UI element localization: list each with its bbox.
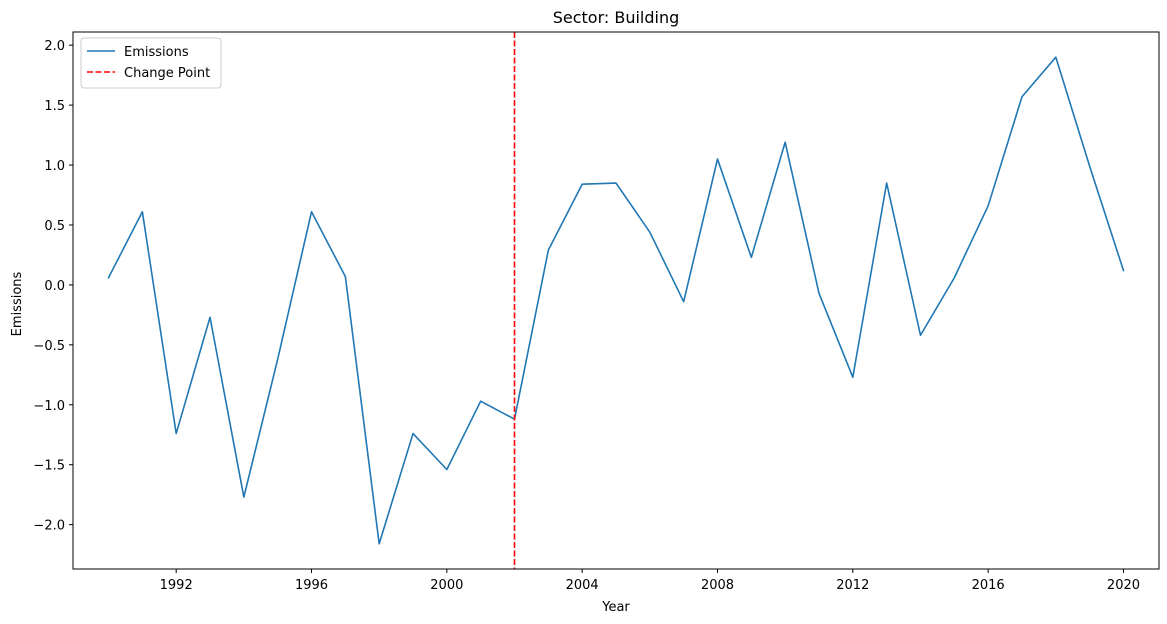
legend-label-change-point: Change Point [124,66,210,81]
legend-label-emissions: Emissions [124,45,189,60]
x-tick-label: 2016 [972,578,1005,593]
x-tick-label: 2000 [430,578,463,593]
y-tick-label: −1.5 [33,459,65,474]
axes: 1992 1996 2000 2004 2008 2012 2016 2020 −2.0 −1.5… [33,31,1160,593]
x-tick-label: 1996 [295,578,328,593]
y-tick-label: −0.5 [33,339,65,354]
legend-box [80,37,222,89]
y-tick-label: 0.0 [44,279,65,294]
plot-area [107,32,1125,569]
x-tick-label: 1992 [160,578,193,593]
y-tick-label: 1.5 [44,99,65,114]
series-line-emissions [107,56,1125,545]
x-tick-label: 2004 [566,578,599,593]
y-tick-label: −1.0 [33,399,65,414]
x-tick-label: 2008 [701,578,734,593]
x-axis-label: Year [601,600,630,615]
legend: Emissions Change Point [80,37,222,89]
x-tick-label: 2012 [836,578,869,593]
x-tick-label: 2020 [1107,578,1140,593]
y-tick-label: 1.0 [44,159,65,174]
axes-frame [72,31,1160,570]
y-tick-label: 0.5 [44,219,65,234]
y-tick-label: 2.0 [44,39,65,54]
y-axis-label: Emissions [10,271,25,336]
y-tick-label: −2.0 [33,519,65,534]
chart-title: Sector: Building [553,8,680,27]
